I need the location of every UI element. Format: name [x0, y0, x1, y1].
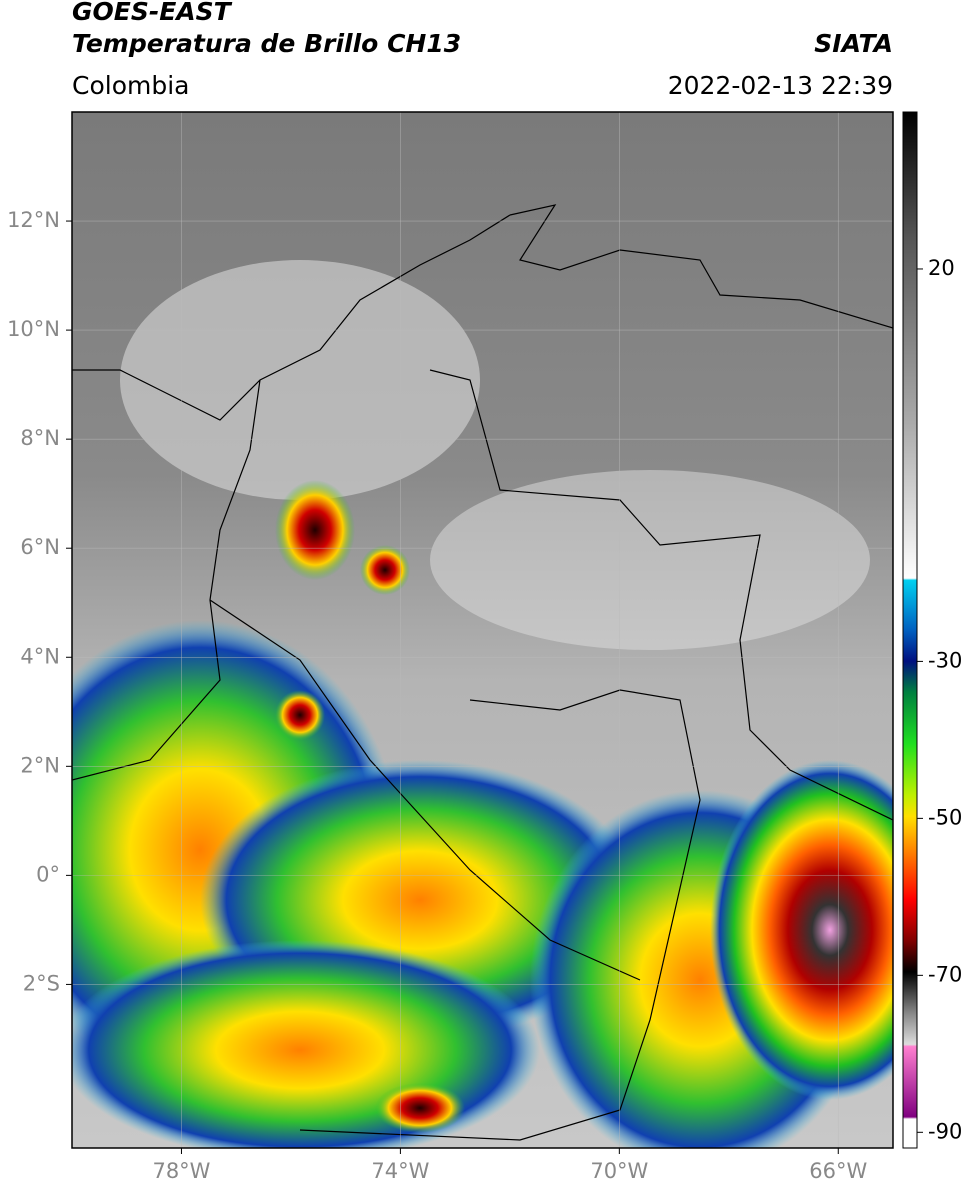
colorbar-tick-label: 20	[928, 256, 955, 280]
y-tick-label: 4°N	[20, 644, 60, 668]
title: Temperatura de Brillo CH13	[72, 29, 461, 58]
y-tick-label: 6°N	[20, 535, 60, 559]
subtitle: Colombia	[72, 71, 189, 100]
y-tick-label: 8°N	[20, 426, 60, 450]
x-tick-label: 70°W	[590, 1159, 648, 1183]
colorbar-tick-label: -50	[928, 805, 962, 829]
title: GOES-EAST	[72, 0, 233, 26]
source: SIATA	[814, 29, 893, 58]
satellite-image	[72, 112, 893, 1148]
y-tick-label: 2°N	[20, 753, 60, 777]
colorbar-tick-label: -30	[928, 648, 962, 672]
colorbar	[902, 111, 918, 1149]
map-frame	[71, 111, 894, 1149]
y-tick-label: 12°N	[7, 208, 60, 232]
datetime: 2022-02-13 22:39	[668, 71, 893, 100]
x-tick-label: 74°W	[371, 1159, 429, 1183]
x-tick-label: 78°W	[152, 1159, 210, 1183]
y-tick-label: 10°N	[7, 317, 60, 341]
y-tick-label: 2°S	[23, 971, 60, 995]
y-tick-label: 0°	[36, 862, 60, 886]
colorbar-tick-label: -90	[928, 1119, 962, 1143]
x-tick-label: 66°W	[809, 1159, 867, 1183]
colorbar-tick-label: -70	[928, 962, 962, 986]
